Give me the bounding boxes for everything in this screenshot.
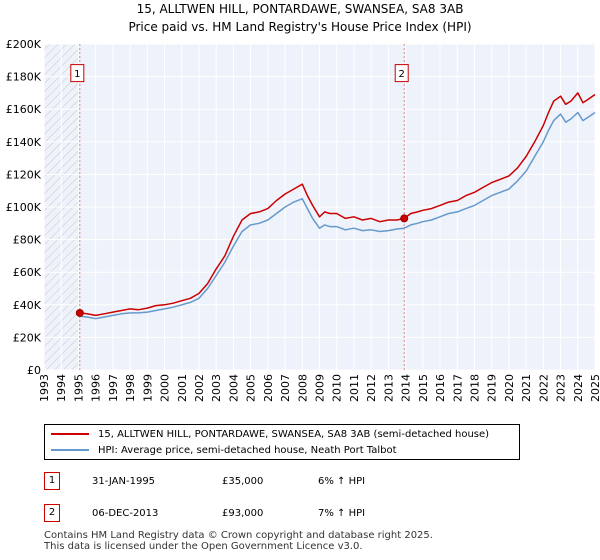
- x-tick-label: 2007: [279, 374, 292, 402]
- y-tick-label: £140K: [6, 136, 42, 149]
- y-tick-label: £100K: [6, 201, 42, 214]
- x-tick-label: 2005: [245, 374, 258, 402]
- transaction-date: 06-DEC-2013: [92, 508, 159, 519]
- y-tick-label: £200K: [6, 38, 42, 51]
- x-tick-label: 2014: [400, 374, 413, 402]
- price-chart: 1 2 £0 £20K £40K £60K £80K £100K £120K £140K £160…: [6, 38, 600, 402]
- x-tick-label: 2022: [537, 374, 550, 402]
- x-tick-label: 1997: [107, 374, 120, 402]
- y-tick-label: £60K: [13, 266, 42, 279]
- x-tick-label: 2023: [555, 374, 568, 402]
- footer-licence: This data is licensed under the Open Gov…: [44, 541, 363, 552]
- transaction-date: 31-JAN-1995: [92, 476, 156, 487]
- legend-entry-hpi: HPI: Average price, semi-detached house,…: [51, 443, 397, 459]
- x-tick-label: 2025: [589, 374, 600, 402]
- x-tick-label: 2008: [296, 374, 309, 402]
- sale-marker: [400, 214, 409, 223]
- sale-label-box: [394, 64, 409, 83]
- x-tick-label: 2012: [365, 374, 378, 402]
- x-tick-label: 1995: [72, 374, 85, 402]
- x-tick-label: 2010: [331, 374, 344, 402]
- transaction-row: 1 31-JAN-1995 £35,000 6% ↑ HPI: [0, 472, 600, 494]
- x-tick-label: 2000: [159, 374, 172, 402]
- x-tick-label: 1993: [38, 374, 51, 402]
- transaction-price: £93,000: [222, 508, 264, 519]
- x-tick-label: 2006: [262, 374, 275, 402]
- x-tick-label: 2009: [314, 374, 327, 402]
- sale-label: 2: [399, 69, 405, 80]
- x-tick-label: 2004: [227, 374, 240, 402]
- x-tick-label: 1994: [55, 374, 68, 402]
- legend-entry-property: 15, ALLTWEN HILL, PONTARDAWE, SWANSEA, S…: [51, 427, 489, 443]
- series-line: [79, 111, 596, 320]
- transaction-hpi: 7% ↑ HPI: [318, 508, 366, 519]
- legend: 15, ALLTWEN HILL, PONTARDAWE, SWANSEA, S…: [44, 424, 520, 460]
- y-tick-label: £180K: [6, 71, 42, 84]
- footer-copyright: Contains HM Land Registry data © Crown c…: [44, 530, 433, 541]
- x-tick-label: 2002: [193, 374, 206, 402]
- x-tick-label: 2021: [520, 374, 533, 402]
- x-tick-label: 2017: [451, 374, 464, 402]
- x-tick-label: 2001: [176, 374, 189, 402]
- legend-swatch-hpi: [51, 449, 89, 451]
- y-tick-label: £0: [27, 364, 41, 377]
- sale-marker: [75, 308, 84, 317]
- footer: Contains HM Land Registry data © Crown c…: [44, 530, 433, 552]
- transaction-hpi: 6% ↑ HPI: [318, 476, 366, 487]
- y-tick-label: £160K: [6, 103, 42, 116]
- y-tick-label: £20K: [13, 331, 42, 344]
- legend-label-hpi: HPI: Average price, semi-detached house,…: [98, 445, 397, 456]
- x-tick-label: 2015: [417, 374, 430, 402]
- series-line: [79, 92, 596, 317]
- legend-label-property: 15, ALLTWEN HILL, PONTARDAWE, SWANSEA, S…: [98, 429, 490, 440]
- sale-label: 1: [74, 69, 80, 80]
- sale-label-box: [70, 64, 85, 83]
- x-tick-label: 1999: [141, 374, 154, 402]
- transaction-badge: 1: [44, 472, 60, 490]
- transaction-badge: 2: [44, 504, 60, 522]
- x-tick-label: 2011: [348, 374, 361, 402]
- x-tick-label: 2016: [434, 374, 447, 402]
- chart-title: 15, ALLTWEN HILL, PONTARDAWE, SWANSEA, S…: [136, 2, 464, 16]
- x-tick-label: 2020: [503, 374, 516, 402]
- x-tick-label: 2019: [486, 374, 499, 402]
- y-tick-label: £80K: [13, 234, 42, 247]
- x-tick-label: 2013: [382, 374, 395, 402]
- x-tick-label: 2018: [468, 374, 481, 402]
- legend-swatch-property: [51, 433, 89, 435]
- transaction-row: 2 06-DEC-2013 £93,000 7% ↑ HPI: [0, 504, 600, 526]
- chart-subtitle: Price paid vs. HM Land Registry's House …: [128, 20, 472, 34]
- x-tick-label: 2003: [210, 374, 223, 402]
- y-tick-label: £120K: [6, 168, 42, 181]
- x-tick-label: 1998: [124, 374, 137, 402]
- x-tick-label: 1996: [90, 374, 103, 402]
- y-tick-label: £40K: [13, 299, 42, 312]
- x-tick-label: 2024: [572, 374, 585, 402]
- transaction-price: £35,000: [222, 476, 264, 487]
